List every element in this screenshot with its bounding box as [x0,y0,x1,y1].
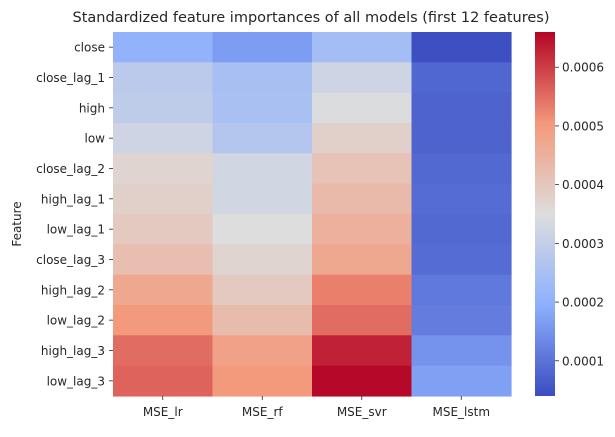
heatmap-cell [113,213,214,245]
column-label: MSE_rf [242,405,283,419]
row-label: high_lag_2 [41,283,105,297]
colorbar-tick-label: 0.0001 [562,354,604,368]
column-label: MSE_lr [143,405,183,419]
colorbar-ticks: 0.0001 0.0002 0.0003 0.0004 0.0005 0.0006 [555,61,604,368]
chart-title: Standardized feature importances of all … [73,10,550,26]
row-label: close_lag_1 [36,71,105,85]
heatmap-cell [212,213,313,245]
heatmap-cell [411,244,512,276]
heatmap-cell [312,92,413,124]
heatmap-cell [212,32,313,63]
heatmap-cell [113,365,214,397]
heatmap-cell [212,183,313,215]
heatmap-cell [212,92,313,124]
heatmap-cell [411,92,512,124]
heatmap-cell [312,365,413,397]
heatmap-cell [113,122,214,154]
heatmap-cell [312,274,413,306]
row-label: high_lag_1 [41,192,105,206]
column-label: MSE_svr [337,405,387,419]
heatmap-cell [312,304,413,336]
heatmap-cell [411,213,512,245]
heatmap-cell [312,335,413,367]
colorbar-tick-label: 0.0005 [562,119,604,133]
heatmap-cell [411,32,512,63]
row-label: close [74,41,105,55]
row-label: high [79,101,105,115]
row-label: low_lag_1 [47,223,105,237]
heatmap-cell [113,274,214,306]
colorbar-tick-label: 0.0003 [562,237,604,251]
heatmap-cell [113,62,214,94]
heatmap-cell [212,153,313,185]
heatmap-cell [411,62,512,94]
row-label: high_lag_3 [41,344,105,358]
heatmap-cell [411,122,512,154]
colorbar-tick-label: 0.0004 [562,178,604,192]
heatmap-cell [312,183,413,215]
heatmap-cell [113,304,214,336]
heatmap-cell [212,365,313,397]
heatmap-cell [312,244,413,276]
heatmap-cell [113,244,214,276]
heatmap-cell [113,183,214,215]
heatmap-cell [212,122,313,154]
heatmap-cells [113,32,512,397]
heatmap-cell [113,153,214,185]
heatmap-cell [212,274,313,306]
row-label: low_lag_3 [47,374,105,388]
row-label: close_lag_2 [36,162,105,176]
column-label: MSE_lstm [432,405,490,419]
y-axis-label: Feature [10,201,24,246]
row-label: close_lag_3 [36,253,105,267]
heatmap-cell [113,335,214,367]
heatmap-cell [312,62,413,94]
colorbar-tick-label: 0.0002 [562,296,604,310]
heatmap-cell [312,32,413,63]
row-label: low_lag_2 [47,314,105,328]
heatmap-cell [212,62,313,94]
heatmap-cell [411,304,512,336]
heatmap-cell [411,335,512,367]
heatmap-cell [411,274,512,306]
heatmap-cell [411,365,512,397]
heatmap-cell [411,183,512,215]
row-label: low [85,132,106,146]
heatmap-cell [312,213,413,245]
heatmap-cell [113,92,214,124]
heatmap-cell [411,153,512,185]
colorbar-tick-label: 0.0006 [562,61,604,75]
heatmap-cell [113,32,214,63]
heatmap-cell [312,122,413,154]
heatmap-cell [212,244,313,276]
colorbar [535,32,555,396]
heatmap-cell [212,304,313,336]
column-labels: MSE_lr MSE_rf MSE_svr MSE_lstm [143,395,490,419]
heatmap-cell [212,335,313,367]
heatmap-cell [312,153,413,185]
